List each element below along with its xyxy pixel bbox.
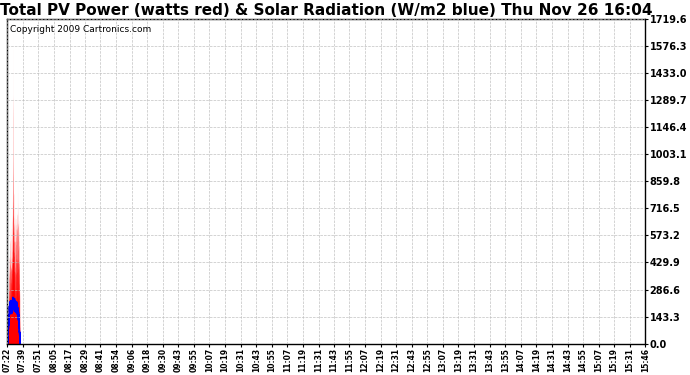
- Text: Copyright 2009 Cartronics.com: Copyright 2009 Cartronics.com: [10, 26, 152, 34]
- Title: Total PV Power (watts red) & Solar Radiation (W/m2 blue) Thu Nov 26 16:04: Total PV Power (watts red) & Solar Radia…: [0, 3, 653, 18]
